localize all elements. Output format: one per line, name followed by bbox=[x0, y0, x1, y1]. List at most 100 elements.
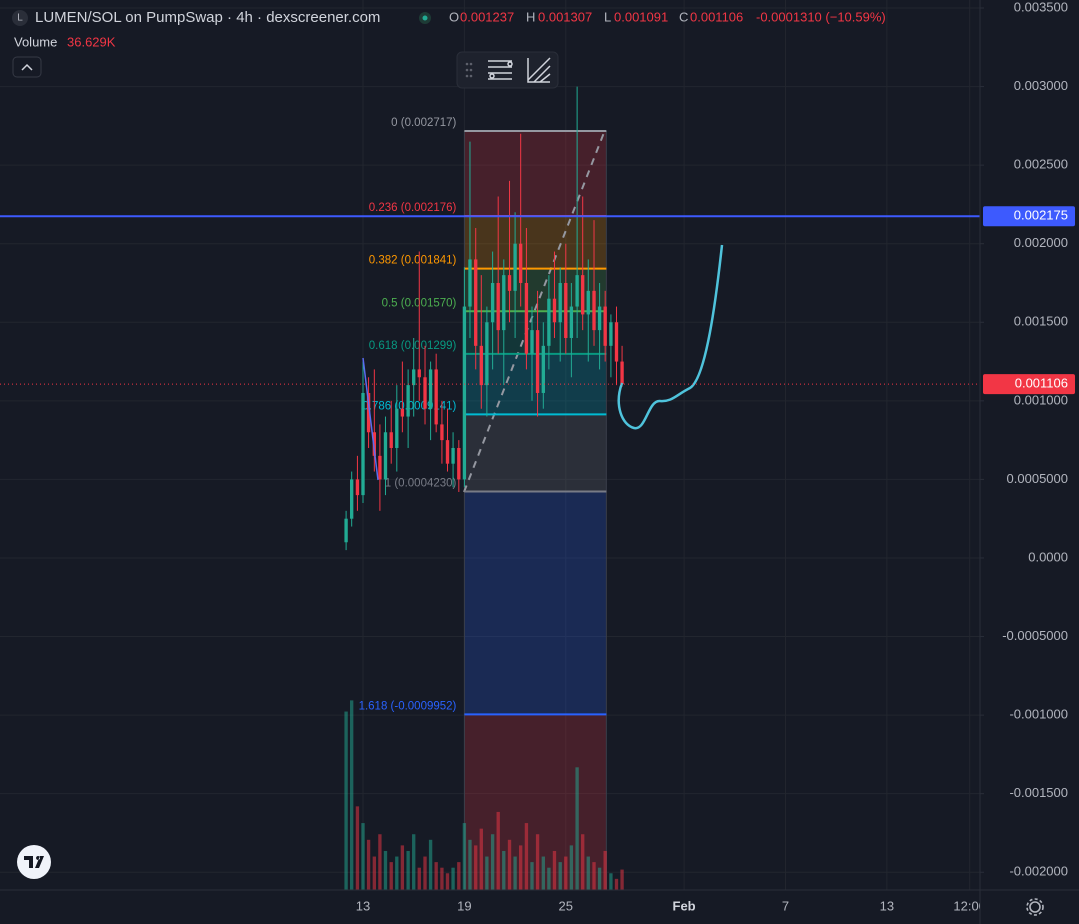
volume-bar bbox=[569, 845, 574, 890]
volume-bar bbox=[620, 869, 624, 890]
legend-header: L LUMEN/SOL on PumpSwap · 4h · dexscreen… bbox=[12, 9, 886, 78]
drag-handle[interactable] bbox=[465, 62, 473, 78]
volume-bar bbox=[597, 867, 602, 890]
fib-zone bbox=[464, 268, 607, 312]
volume-bar bbox=[350, 700, 354, 890]
fib-level-label: 0 (0.002717) bbox=[391, 117, 456, 129]
candle-body bbox=[496, 282, 500, 331]
candle-body bbox=[361, 392, 365, 496]
trend-tool-icon[interactable] bbox=[527, 57, 551, 83]
y-tick-label: 0.002000 bbox=[1014, 235, 1068, 250]
candle-body bbox=[518, 243, 523, 283]
candle-body bbox=[569, 306, 574, 338]
axes: 0.003500 0.003000 0.002500 0.002000 0.001500… bbox=[356, 0, 1075, 913]
volume-bar bbox=[530, 862, 534, 890]
volume-bar bbox=[355, 806, 360, 890]
volume-bar bbox=[440, 867, 444, 890]
collapse-button[interactable] bbox=[12, 56, 42, 78]
fib-zone bbox=[464, 216, 607, 269]
symbol-title: LUMEN/SOL on PumpSwap · 4h · dexscreener… bbox=[35, 9, 380, 26]
x-tick-label: 13 bbox=[880, 898, 894, 913]
volume-bar bbox=[518, 845, 523, 890]
settings-button[interactable] bbox=[1026, 898, 1044, 916]
volume-bar bbox=[378, 834, 382, 890]
candle-body bbox=[541, 345, 545, 393]
volume-bar bbox=[389, 862, 393, 890]
drawing-toolbar bbox=[456, 51, 559, 89]
y-tick-label: 0.0005000 bbox=[1007, 471, 1068, 486]
candle-body bbox=[479, 345, 483, 386]
volume-bar bbox=[434, 862, 438, 890]
volume-bar bbox=[474, 845, 478, 890]
fib-zones bbox=[463, 131, 607, 890]
volume-value: 36.629K bbox=[67, 34, 116, 49]
candle-body bbox=[547, 298, 551, 346]
x-tick-label: 19 bbox=[457, 898, 471, 913]
candle-body bbox=[389, 432, 393, 448]
tradingview-logo[interactable] bbox=[17, 845, 51, 879]
candle-body bbox=[355, 479, 360, 496]
fib-level-label: 0.236 (0.002176) bbox=[369, 202, 457, 214]
volume-bar bbox=[457, 862, 461, 890]
x-tick-label: 12:00 bbox=[953, 898, 986, 913]
y-tick-label: -0.001500 bbox=[1009, 785, 1068, 800]
symbol-icon-letter: L bbox=[17, 13, 23, 24]
volume-label: Volume bbox=[14, 34, 57, 49]
change: -0.0001310 (−10.59%) bbox=[756, 9, 886, 24]
candle-body bbox=[603, 306, 607, 346]
volume-bar bbox=[417, 867, 421, 890]
y-tick-label: -0.002000 bbox=[1009, 864, 1068, 879]
candle-body bbox=[417, 369, 421, 378]
price-label: 0.002175 bbox=[1014, 208, 1068, 223]
volume-bar bbox=[609, 873, 613, 890]
y-tick-label: 0.003500 bbox=[1014, 0, 1068, 14]
candle-body bbox=[597, 306, 602, 331]
candle-body bbox=[581, 275, 585, 315]
candle-body bbox=[575, 275, 579, 307]
candle-body bbox=[535, 330, 540, 393]
volume-bar bbox=[395, 856, 399, 890]
ohlc-value: 0.001307 bbox=[538, 9, 592, 24]
fib-tool-icon[interactable] bbox=[488, 60, 513, 80]
volume-bar bbox=[524, 823, 529, 890]
y-tick-label: -0.0005000 bbox=[1002, 628, 1068, 643]
volume-bar bbox=[412, 834, 416, 890]
status-dot bbox=[422, 15, 428, 21]
y-tick-label: -0.001000 bbox=[1009, 707, 1068, 722]
candle-body bbox=[502, 275, 506, 331]
candle-body bbox=[383, 432, 388, 480]
candle-body bbox=[609, 322, 613, 346]
volume-bar bbox=[490, 834, 495, 890]
candle-body bbox=[564, 282, 568, 338]
collapse-icon bbox=[21, 63, 33, 71]
volume-bar bbox=[592, 862, 596, 890]
candle-body bbox=[620, 361, 624, 385]
candle-body bbox=[445, 440, 450, 464]
volume-bar bbox=[451, 867, 455, 890]
volume-bar bbox=[366, 839, 371, 890]
volume-bar bbox=[445, 873, 450, 890]
candle-body bbox=[344, 518, 348, 543]
volume-bar bbox=[547, 867, 551, 890]
candle-body bbox=[434, 369, 438, 425]
volume-bar bbox=[603, 850, 607, 890]
ohlc-value: 0.001091 bbox=[614, 9, 668, 24]
volume-bar bbox=[507, 839, 512, 890]
candle-body bbox=[614, 322, 619, 362]
y-tick-label: 0.001000 bbox=[1014, 392, 1068, 407]
candle-body bbox=[485, 322, 489, 386]
candle-body bbox=[592, 290, 596, 331]
candle-body bbox=[406, 385, 410, 417]
volume-pane bbox=[344, 700, 624, 890]
fib-level-label: 0.382 (0.001841) bbox=[369, 255, 457, 267]
volume-bar bbox=[496, 811, 500, 890]
candle-body bbox=[395, 408, 399, 448]
fib-zone bbox=[464, 414, 607, 492]
y-tick-label: 0.003000 bbox=[1014, 78, 1068, 93]
candle-body bbox=[457, 447, 461, 480]
volume-bar bbox=[558, 862, 562, 890]
ohlc-key: O bbox=[449, 9, 459, 24]
volume-bar bbox=[502, 850, 506, 890]
